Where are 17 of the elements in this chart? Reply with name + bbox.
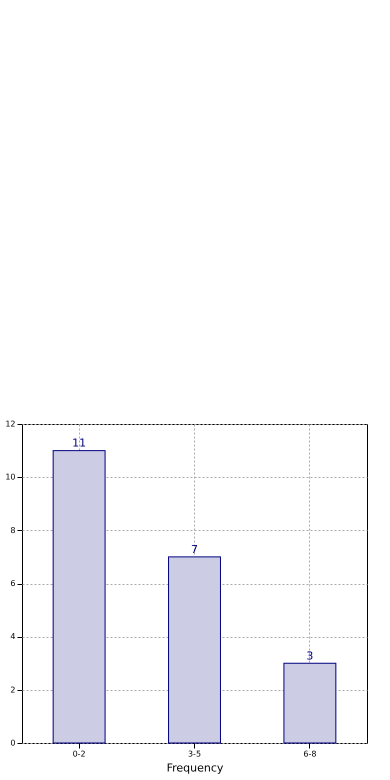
y-tick-label: 2: [10, 685, 16, 694]
bar: [52, 450, 106, 744]
x-tick-label: 6-8: [303, 750, 316, 758]
data-label: 3: [306, 649, 314, 662]
y-tick-label: 4: [10, 632, 16, 642]
y-tick-label: 8: [10, 526, 16, 535]
bar: [283, 662, 336, 744]
x-tick-label: 3-5: [188, 750, 202, 758]
y-tick-label: 6: [10, 579, 16, 588]
x-tick-label: 0-2: [72, 750, 86, 758]
y-tick-label: 12: [5, 420, 16, 428]
data-label: 11: [72, 436, 86, 450]
x-axis-title: Frequency: [166, 762, 224, 774]
y-tick-label: 0: [10, 738, 16, 748]
data-label: 7: [191, 542, 198, 556]
y-tick-label: 10: [5, 472, 16, 482]
bar: [168, 556, 221, 744]
